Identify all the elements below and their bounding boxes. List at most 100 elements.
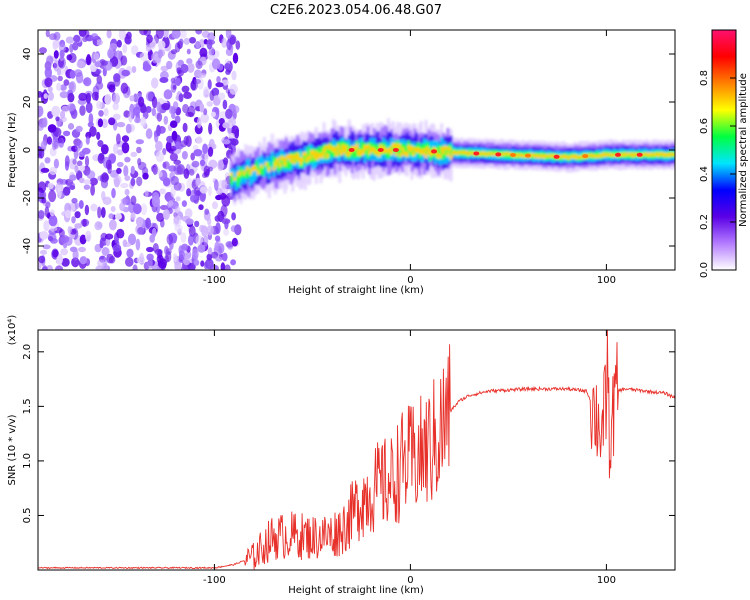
noise-blob: [171, 30, 181, 39]
signal-band-segment: [252, 165, 255, 169]
noise-blob: [75, 125, 83, 133]
noise-blob: [72, 158, 77, 165]
signal-band-segment: [650, 153, 654, 156]
snr-panel: -100 0 100 0.5 1.0 1.5 2.0 Height of straight …: [7, 315, 676, 596]
noise-blob: [41, 140, 47, 151]
noise-blob: [63, 130, 71, 137]
noise-blob: [191, 248, 199, 260]
signal-band-segment: [426, 146, 430, 152]
noise-blob: [56, 68, 62, 76]
noise-blob: [131, 45, 139, 55]
noise-blob: [84, 204, 90, 216]
noise-blob: [186, 58, 193, 65]
noise-blob: [53, 59, 60, 72]
noise-blob: [116, 161, 124, 168]
noise-blob: [137, 158, 142, 166]
noise-blob: [182, 122, 188, 133]
noise-blob: [90, 65, 97, 73]
signal-band-segment: [369, 146, 373, 152]
noise-blob: [212, 201, 218, 210]
noise-blob: [188, 234, 194, 246]
signal-band-segment: [537, 155, 541, 159]
signal-band-segment: [429, 151, 433, 157]
spectrogram-ylabel: Frequency (Hz): [7, 112, 18, 188]
signal-band-segment: [306, 156, 310, 160]
signal-band-segment: [410, 145, 414, 151]
noise-blob: [101, 118, 108, 129]
noise-blob: [145, 128, 153, 140]
noise-blob: [151, 96, 158, 109]
noise-blob: [47, 124, 57, 133]
noise-blob: [231, 70, 237, 81]
signal-band-segment: [597, 155, 600, 158]
noise-blob: [116, 39, 122, 48]
noise-blob: [188, 168, 195, 176]
noise-blob: [122, 196, 131, 206]
signal-band-segment: [576, 155, 580, 159]
signal-band-segment: [399, 152, 403, 157]
noise-blob: [197, 244, 206, 253]
noise-blob: [206, 253, 213, 261]
signal-band-segment: [606, 153, 610, 157]
noise-blob: [157, 258, 167, 269]
noise-blob: [160, 127, 165, 134]
signal-band-segment: [390, 146, 393, 155]
signal-band-segment: [537, 152, 541, 159]
noise-blob: [203, 108, 208, 116]
signal-band-segment: [634, 153, 638, 156]
noise-blob: [175, 196, 181, 202]
signal-band-segment: [325, 153, 329, 159]
noise-blob: [166, 60, 173, 70]
noise-blob: [158, 171, 163, 178]
noise-blob: [105, 159, 112, 170]
signal-band-segment: [631, 154, 635, 158]
noise-blob: [170, 81, 177, 93]
noise-blob: [70, 246, 77, 252]
signal-band-segment: [631, 151, 635, 158]
signal-band-segment: [278, 151, 282, 170]
signal-band-segment: [397, 143, 401, 149]
signal-band-segment: [252, 164, 255, 182]
noise-blob: [53, 158, 60, 169]
noise-blob: [72, 41, 79, 51]
noise-blob: [215, 194, 223, 201]
signal-band-segment: [592, 154, 596, 158]
noise-blob: [224, 264, 231, 270]
noise-blob: [71, 257, 80, 268]
noise-blob: [216, 76, 221, 83]
signal-peak: [615, 152, 621, 157]
noise-blob: [48, 235, 54, 242]
signal-band-segment: [501, 153, 505, 156]
noise-blob: [40, 167, 50, 173]
noise-blob: [76, 160, 83, 167]
noise-blob: [57, 75, 63, 82]
noise-blob: [42, 244, 51, 250]
noise-blob: [135, 216, 144, 227]
signal-band-segment: [317, 153, 321, 158]
noise-blob: [223, 157, 229, 166]
noise-blob: [151, 77, 159, 89]
noise-blob: [173, 182, 182, 191]
noise-blob: [39, 249, 48, 255]
signal-band-segment: [546, 154, 550, 158]
signal-band-segment: [623, 152, 627, 156]
noise-blob: [95, 81, 104, 90]
noise-blob: [53, 50, 59, 59]
noise-blob: [38, 255, 46, 264]
noise-blob: [180, 63, 189, 74]
noise-blob: [103, 173, 110, 182]
noise-blob: [109, 43, 118, 50]
noise-blob: [183, 135, 189, 146]
signal-band-segment: [562, 155, 566, 159]
signal-band-segment: [664, 153, 668, 156]
signal-band-segment: [422, 148, 426, 152]
noise-blob: [207, 146, 214, 157]
signal-band-segment: [368, 150, 372, 155]
noise-blob: [44, 157, 51, 164]
signal-band-segment: [259, 164, 263, 169]
y-tick-label: 0: [22, 147, 33, 153]
signal-band-segment: [658, 152, 662, 156]
signal-band-segment: [463, 151, 467, 155]
noise-blob: [89, 126, 97, 137]
signal-band-segment: [399, 146, 403, 155]
